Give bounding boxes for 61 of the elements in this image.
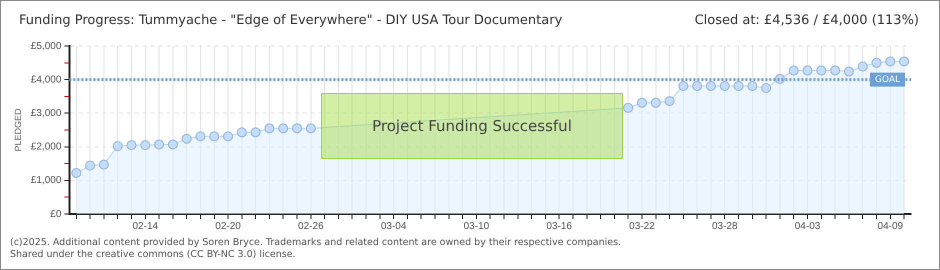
point [720, 80, 730, 91]
point [816, 66, 826, 76]
point [85, 160, 96, 171]
point [830, 66, 840, 76]
point [734, 80, 744, 91]
point [195, 131, 206, 142]
y-tick-label: £5,000 [30, 40, 62, 52]
point [788, 66, 799, 76]
x-tick-label: 04-09 [878, 220, 904, 232]
point [706, 80, 716, 91]
point [250, 127, 261, 138]
point [844, 66, 854, 77]
success-banner: Project Funding Successful [321, 93, 623, 159]
point [650, 98, 661, 108]
x-tick-label: 03-04 [380, 220, 407, 232]
point [264, 123, 274, 134]
point [112, 141, 123, 152]
x-tick-label: 02-26 [298, 220, 324, 232]
chart-title: Funding Progress: Tummyache - "Edge of Everywhere" - DIY USA Tour Documentary [19, 13, 562, 28]
chart-subtitle: Closed at: £4,536 / £4,000 (113%) [694, 13, 919, 28]
point [98, 160, 109, 170]
y-tick-label: £2,000 [30, 142, 62, 153]
text: (c)2025. Additional content provided by Soren Bryce. Trademarks and related content are owned by their respective companies. [10, 237, 622, 249]
point [140, 140, 150, 150]
y-tick-label: £3,000 [30, 108, 62, 119]
x-tick-label: 03-16 [546, 220, 572, 232]
y-tick-label: £1,000 [30, 175, 62, 186]
point [747, 80, 758, 91]
point [899, 56, 910, 66]
point [168, 139, 178, 150]
point [678, 80, 688, 91]
point [636, 98, 647, 108]
x-tick-label: 03-28 [712, 220, 738, 232]
point [71, 168, 82, 178]
point [182, 134, 192, 144]
point [292, 123, 302, 134]
y-axis-title: PLEDGED [12, 108, 23, 152]
x-tick-label: 03-10 [464, 220, 490, 232]
x-tick-label: 04-03 [794, 220, 821, 232]
point [306, 123, 316, 134]
x-tick-label: 02-20 [215, 220, 242, 232]
x-tick-label: 02-14 [132, 220, 158, 232]
point [802, 66, 813, 76]
point [209, 131, 220, 142]
point [885, 56, 896, 66]
ref-line-label: GOAL [874, 74, 900, 85]
point [154, 139, 164, 150]
point [761, 83, 772, 93]
point [623, 102, 634, 113]
y-tick-label: £0 [50, 208, 62, 220]
y-tick-label: £4,000 [30, 74, 62, 86]
text: Shared under the creative commons (CC BY-NC 3.0) license. [10, 249, 297, 261]
point [278, 123, 288, 134]
point [664, 96, 675, 106]
x-tick-label: 03-22 [629, 220, 656, 232]
point [223, 131, 234, 142]
point [872, 58, 882, 68]
point [692, 80, 702, 91]
point [236, 127, 247, 138]
point [126, 140, 136, 150]
point [858, 61, 868, 72]
